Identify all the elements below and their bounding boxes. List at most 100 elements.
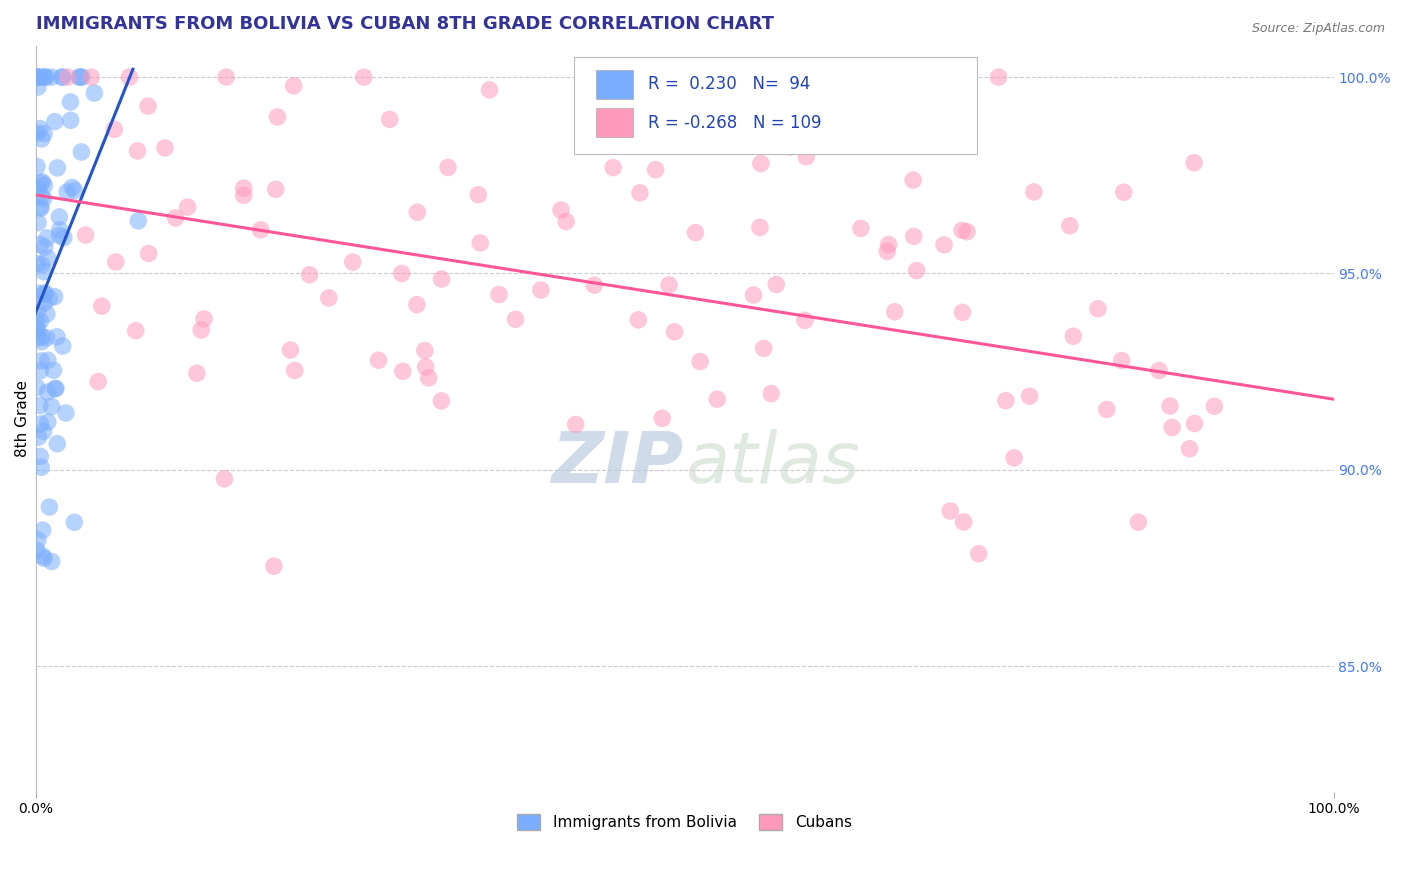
Point [413, 343, 436, 358]
Point [34, 287, 56, 301]
Point [628, 186, 651, 200]
Point [42, 363, 65, 377]
Point [689, 354, 711, 368]
Point [136, 99, 159, 113]
Point [35, 331, 58, 345]
Point [27, 303, 49, 318]
Point [956, 225, 979, 239]
Point [644, 162, 666, 177]
Point [1204, 399, 1226, 413]
Point [38, 291, 60, 305]
Point [118, 70, 141, 84]
Point [70, 145, 93, 159]
Point [530, 283, 553, 297]
Point [27, 80, 49, 95]
Point [52, 230, 75, 244]
Point [87, 375, 110, 389]
Point [1022, 185, 1045, 199]
Point [90, 299, 112, 313]
Point [44, 290, 66, 304]
Point [31, 132, 53, 146]
Point [1062, 329, 1084, 343]
Point [298, 268, 321, 282]
Point [46, 330, 69, 344]
Point [25, 320, 48, 334]
Point [430, 272, 453, 286]
Point [284, 363, 307, 377]
Point [342, 255, 364, 269]
Point [564, 417, 586, 432]
Point [378, 112, 401, 127]
Point [34, 240, 56, 254]
Point [478, 83, 501, 97]
Text: IMMIGRANTS FROM BOLIVIA VS CUBAN 8TH GRADE CORRELATION CHART: IMMIGRANTS FROM BOLIVIA VS CUBAN 8TH GRA… [35, 15, 773, 33]
Point [28, 70, 51, 84]
Point [104, 255, 127, 269]
Point [232, 188, 254, 202]
Point [706, 392, 728, 407]
Point [232, 181, 254, 195]
Point [34, 286, 56, 301]
Point [987, 70, 1010, 84]
Point [44, 114, 66, 128]
Point [318, 291, 340, 305]
Point [48, 228, 70, 243]
Point [190, 323, 212, 337]
Point [28, 286, 51, 301]
Point [37, 251, 59, 265]
Point [883, 305, 905, 319]
Point [27, 181, 49, 195]
FancyBboxPatch shape [574, 57, 977, 154]
Point [1178, 442, 1201, 456]
Point [30, 450, 52, 464]
Point [27, 533, 49, 547]
Point [75, 228, 97, 243]
Point [38, 500, 60, 514]
Point [30, 354, 52, 368]
Point [70, 70, 93, 84]
Point [263, 559, 285, 574]
Point [661, 136, 683, 150]
Point [25, 160, 48, 174]
Point [1095, 402, 1118, 417]
Point [794, 313, 817, 327]
Point [30, 314, 52, 328]
Point [939, 504, 962, 518]
Point [48, 210, 70, 224]
Point [266, 110, 288, 124]
Point [876, 244, 898, 259]
Point [32, 191, 55, 205]
Point [1059, 219, 1081, 233]
Point [1018, 389, 1040, 403]
Point [103, 122, 125, 136]
Point [30, 200, 52, 214]
Point [470, 235, 492, 250]
Point [1184, 417, 1206, 431]
Point [901, 173, 924, 187]
Point [37, 231, 59, 245]
Point [34, 70, 56, 84]
Point [41, 400, 63, 414]
Point [32, 265, 55, 279]
Point [30, 364, 52, 378]
Y-axis label: 8th Grade: 8th Grade [15, 380, 30, 458]
Point [41, 70, 63, 84]
Point [249, 223, 271, 237]
Point [749, 156, 772, 170]
Point [467, 187, 489, 202]
Point [1159, 399, 1181, 413]
Point [353, 70, 375, 84]
Point [51, 70, 73, 84]
Point [69, 70, 91, 84]
Point [664, 325, 686, 339]
Point [685, 226, 707, 240]
Point [56, 70, 79, 84]
Point [59, 113, 82, 128]
Point [63, 516, 86, 530]
Text: Source: ZipAtlas.com: Source: ZipAtlas.com [1251, 22, 1385, 36]
Point [367, 353, 389, 368]
Point [27, 70, 49, 84]
Point [430, 393, 453, 408]
Point [138, 246, 160, 260]
Point [849, 221, 872, 235]
